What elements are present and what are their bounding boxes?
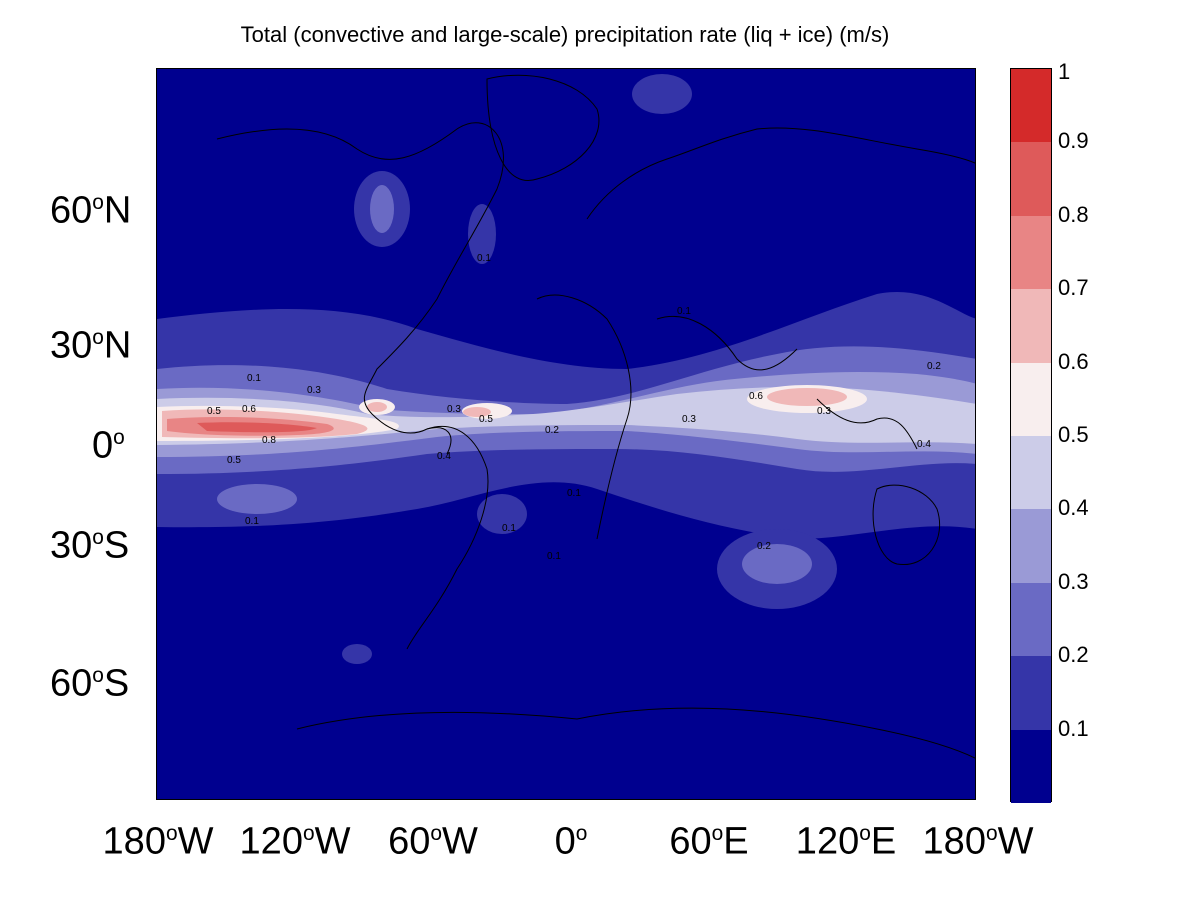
y-tick: 30oS [50,524,130,567]
precipitation-map: 0.5 0.6 0.8 0.5 0.1 0.3 0.3 0.4 0.2 0.5 … [156,68,976,800]
contour-label: 0.5 [479,414,493,425]
y-tick: 0o [92,424,125,467]
x-tick: 60oW [388,820,478,863]
contour-label: 0.5 [207,406,221,417]
x-tick: 0o [554,820,588,863]
contour-label: 0.3 [447,404,461,415]
precip-band-0.8 [197,422,317,433]
contour-label: 0.1 [677,306,691,317]
colorbar-tick-label: 0.2 [1058,642,1089,668]
contour-label: 0.1 [567,488,581,499]
colorbar-segment [1011,436,1051,510]
contour-label: 0.2 [545,425,559,436]
y-tick: 60oN [50,189,132,232]
contour-label: 0.1 [245,516,259,527]
x-tick: 180oW [102,820,214,863]
chart-title: Total (convective and large-scale) preci… [240,22,890,47]
colorbar-tick-label: 0.5 [1058,422,1089,447]
contour-label: 0.6 [242,404,256,415]
contour-label: 0.3 [307,385,321,396]
coastlines [216,74,975,759]
contour-label: 0.5 [227,455,241,466]
colorbar-tick-label: 0.3 [1058,568,1089,594]
y-tick: 60oS [50,662,130,705]
colorbar-tick-label: 0.7 [1058,275,1089,301]
x-tick: 180oW [922,820,1034,863]
colorbar-tick-label: 0.8 [1058,201,1089,227]
contour-label: 0.1 [247,373,261,384]
map-svg: 0.5 0.6 0.8 0.5 0.1 0.3 0.3 0.4 0.2 0.5 … [157,69,975,799]
colorbar-segment [1011,215,1051,290]
colorbar-segment [1011,656,1051,731]
contour-label: 0.3 [682,414,696,425]
contour-labels: 0.5 0.6 0.8 0.5 0.1 0.3 0.3 0.4 0.2 0.5 … [207,253,941,562]
contour-label: 0.2 [927,361,941,372]
x-tick: 60oE [669,820,749,863]
contour-label: 0.3 [817,406,831,417]
colorbar-segment [1011,142,1051,217]
contour-label: 0.4 [437,451,451,462]
contour-label: 0.1 [502,523,516,534]
colorbar-tick-label: 0.1 [1058,715,1089,741]
contour-label: 0.8 [262,435,276,446]
x-tick: 120oW [239,820,351,863]
colorbar-tick-label: 1 [1058,59,1071,84]
colorbar-segment [1011,509,1051,584]
colorbar-tick-label: 0.4 [1058,495,1089,521]
x-tick: 120oE [795,820,897,863]
colorbar-segment [1011,362,1051,437]
colorbar-segment [1011,289,1051,364]
contour-label: 0.1 [477,253,491,264]
colorbar-tick-label: 0.9 [1058,128,1089,154]
contour-label: 0.2 [757,541,771,552]
colorbar-tick-label: 0.6 [1058,348,1089,374]
y-tick: 30oN [50,324,132,367]
colorbar-segment [1011,582,1051,657]
colorbar [1010,68,1052,804]
colorbar-segment [1011,729,1051,804]
colorbar-segment [1011,69,1051,143]
contour-label: 0.1 [547,551,561,562]
contour-label: 0.6 [749,391,763,402]
contour-label: 0.4 [917,439,931,450]
